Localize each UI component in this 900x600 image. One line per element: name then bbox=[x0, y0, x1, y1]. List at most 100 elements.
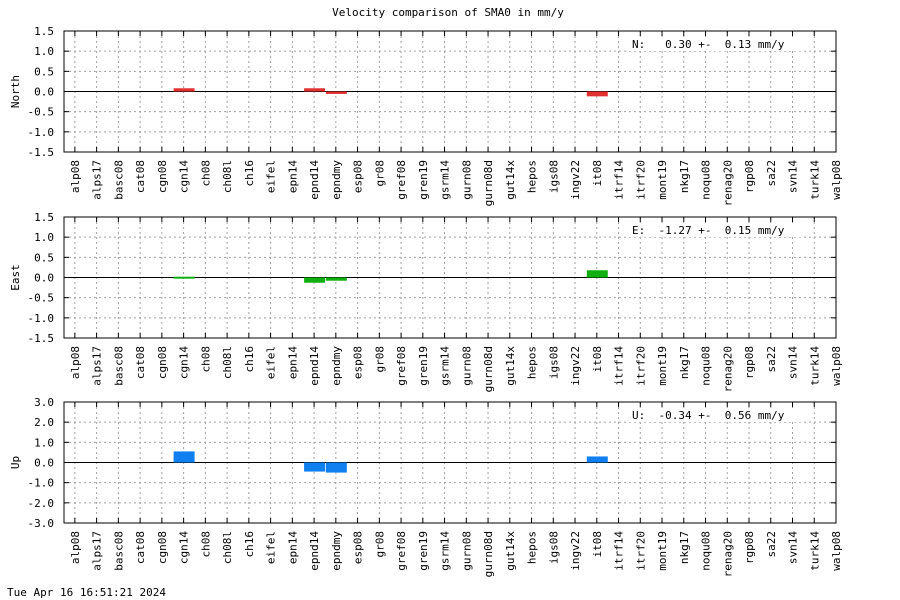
y-tick-label: -1.5 bbox=[28, 332, 55, 345]
x-tick-label: cat08 bbox=[134, 531, 147, 564]
y-tick-label: 2.0 bbox=[34, 416, 54, 429]
bar-epnd14 bbox=[304, 462, 326, 472]
panel-up: -3.0 -2.0 -1.0 0.0 1.0 2.0 3.0 alp08 alps17 basc0… bbox=[9, 396, 843, 577]
x-tick-label: esp08 bbox=[352, 160, 365, 193]
x-tick-label: gurn08d bbox=[482, 531, 495, 577]
y-tick-label: -1.5 bbox=[28, 146, 55, 159]
x-tick-label: alp08 bbox=[69, 160, 82, 193]
x-tick-label: svn14 bbox=[787, 160, 800, 193]
y-tick-label: 1.5 bbox=[34, 25, 54, 38]
x-tick-label: noqu08 bbox=[700, 531, 713, 571]
x-tick-label: ch08l bbox=[221, 531, 234, 564]
y-tick-label: -1.0 bbox=[28, 477, 55, 490]
x-tick-label: epndmy bbox=[330, 160, 343, 200]
x-tick-label: esp08 bbox=[352, 346, 365, 379]
x-tick-label: rgp08 bbox=[743, 160, 756, 193]
x-tick-label: ingv22 bbox=[569, 160, 582, 200]
annotation-box bbox=[628, 408, 804, 422]
x-tick-label: ch16 bbox=[243, 531, 256, 558]
y-axis-label: North bbox=[9, 75, 22, 108]
annotation-box bbox=[628, 37, 804, 51]
x-tick-label: ch16 bbox=[243, 346, 256, 373]
x-tick-label: ch08l bbox=[221, 160, 234, 193]
x-tick-label: itrf20 bbox=[634, 531, 647, 571]
x-tick-label: alps17 bbox=[91, 531, 104, 571]
x-tick-label: itrf14 bbox=[613, 346, 626, 386]
x-tick-label: cat08 bbox=[134, 160, 147, 193]
bar-epnd14 bbox=[304, 277, 326, 283]
x-tick-label: gut14x bbox=[504, 160, 517, 200]
x-tick-label: itrf14 bbox=[613, 531, 626, 571]
bar-epndmy bbox=[325, 277, 347, 281]
panel-north: -1.5 -1.0 -0.5 0.0 0.5 1.0 1.5 alp08 alps17 basc0… bbox=[9, 25, 843, 206]
velocity-annotation: N: 0.30 +- 0.13 mm/y bbox=[632, 38, 785, 51]
x-tick-label: walp08 bbox=[830, 531, 843, 571]
x-tick-label: svn14 bbox=[787, 346, 800, 379]
velocity-annotation: U: -0.34 +- 0.56 mm/y bbox=[632, 409, 785, 422]
x-tick-label: gurn08 bbox=[460, 346, 473, 386]
x-tick-label: gut14x bbox=[504, 531, 517, 571]
x-tick-label: epndmy bbox=[330, 531, 343, 571]
x-tick-label: gref08 bbox=[395, 531, 408, 571]
x-tick-label: noqu08 bbox=[700, 160, 713, 200]
x-tick-label: ch08l bbox=[221, 346, 234, 379]
x-tick-label: epnd14 bbox=[308, 346, 321, 386]
x-tick-label: esp08 bbox=[352, 531, 365, 564]
x-tick-label: it08 bbox=[591, 531, 604, 558]
y-tick-label: -1.0 bbox=[28, 312, 55, 325]
x-tick-label: epnd14 bbox=[308, 160, 321, 200]
x-tick-label: igs08 bbox=[547, 160, 560, 193]
x-tick-label: eifel bbox=[265, 346, 278, 379]
x-tick-label: turk14 bbox=[808, 346, 821, 386]
x-tick-label: rgp08 bbox=[743, 346, 756, 379]
x-tick-label: gren19 bbox=[417, 160, 430, 200]
x-tick-label: nkg17 bbox=[678, 346, 691, 379]
x-tick-label: sa22 bbox=[765, 531, 778, 558]
x-tick-label: igs08 bbox=[547, 531, 560, 564]
x-tick-label: gut14x bbox=[504, 346, 517, 386]
x-tick-label: alp08 bbox=[69, 531, 82, 564]
x-tick-label: mont19 bbox=[656, 160, 669, 200]
y-tick-label: -0.5 bbox=[28, 292, 55, 305]
x-tick-label: gren19 bbox=[417, 346, 430, 386]
bar-cgn14 bbox=[173, 276, 195, 279]
x-tick-label: gsrm14 bbox=[439, 160, 452, 200]
x-tick-label: cgn08 bbox=[156, 160, 169, 193]
x-tick-label: ch08 bbox=[199, 160, 212, 187]
x-tick-label: svn14 bbox=[787, 531, 800, 564]
x-tick-label: basc08 bbox=[112, 346, 125, 386]
x-tick-label: gr08 bbox=[373, 346, 386, 373]
x-tick-label: igs08 bbox=[547, 346, 560, 379]
x-tick-label: alps17 bbox=[91, 160, 104, 200]
y-tick-label: -0.5 bbox=[28, 106, 55, 119]
timestamp: Tue Apr 16 16:51:21 2024 bbox=[7, 586, 166, 599]
x-tick-label: mont19 bbox=[656, 346, 669, 386]
x-tick-label: gurn08 bbox=[460, 160, 473, 200]
y-tick-label: -2.0 bbox=[28, 497, 55, 510]
x-tick-label: epn14 bbox=[286, 160, 299, 193]
x-tick-label: gurn08d bbox=[482, 160, 495, 206]
x-tick-label: renag20 bbox=[721, 160, 734, 206]
y-tick-label: -1.0 bbox=[28, 126, 55, 139]
x-tick-label: eifel bbox=[265, 531, 278, 564]
x-tick-label: gsrm14 bbox=[439, 346, 452, 386]
x-tick-label: cgn08 bbox=[156, 531, 169, 564]
y-tick-label: -3.0 bbox=[28, 517, 55, 530]
x-tick-label: basc08 bbox=[112, 531, 125, 571]
x-tick-label: turk14 bbox=[808, 531, 821, 571]
y-axis-label: Up bbox=[9, 456, 22, 469]
x-tick-label: eifel bbox=[265, 160, 278, 193]
x-tick-label: nkg17 bbox=[678, 160, 691, 193]
x-tick-label: cgn14 bbox=[178, 346, 191, 379]
bar-epndmy bbox=[325, 91, 347, 94]
y-axis-label: East bbox=[9, 264, 22, 291]
x-tick-label: cgn08 bbox=[156, 346, 169, 379]
x-tick-label: hepos bbox=[526, 160, 539, 193]
x-tick-label: nkg17 bbox=[678, 531, 691, 564]
y-tick-label: 0.0 bbox=[34, 272, 54, 285]
x-tick-label: it08 bbox=[591, 346, 604, 373]
x-tick-label: itrf14 bbox=[613, 160, 626, 200]
x-tick-label: sa22 bbox=[765, 346, 778, 373]
y-tick-label: 1.5 bbox=[34, 211, 54, 224]
